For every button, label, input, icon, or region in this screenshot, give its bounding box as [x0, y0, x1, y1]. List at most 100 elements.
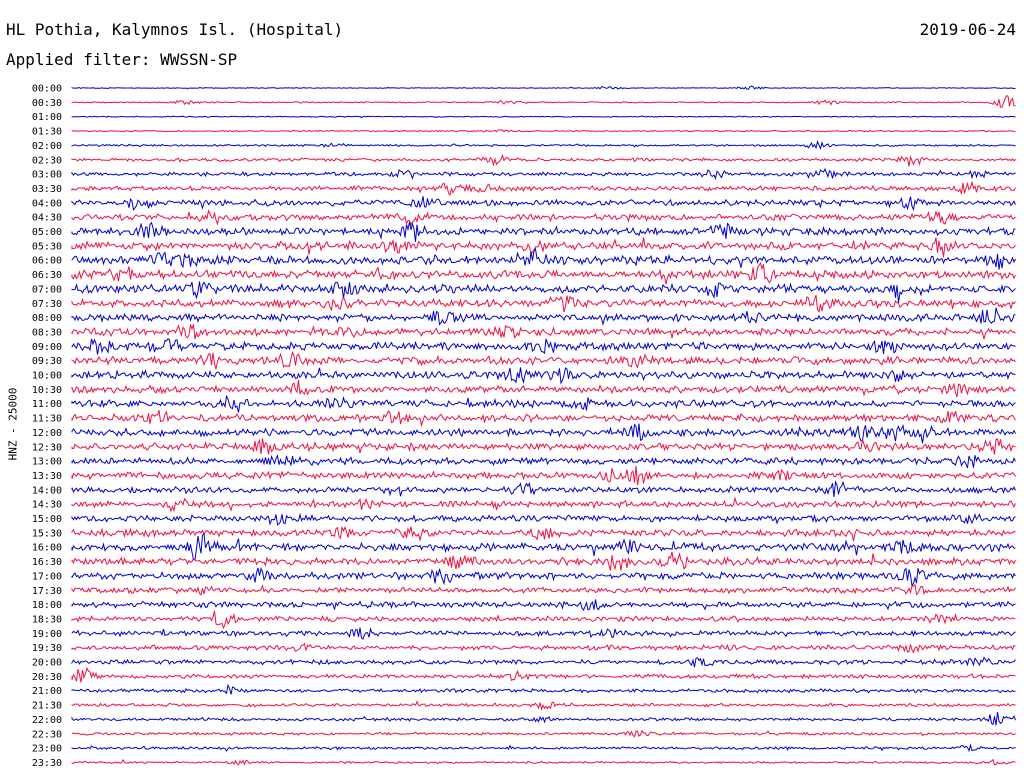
- time-tick-0800: 08:00: [32, 313, 62, 324]
- trace-2200: [71, 711, 1016, 726]
- time-tick-0700: 07:00: [32, 284, 62, 295]
- time-tick-1630: 16:30: [32, 557, 62, 568]
- trace-0300: [71, 167, 1016, 181]
- time-tick-1130: 11:30: [32, 414, 62, 425]
- trace-1600: [71, 532, 1016, 561]
- trace-2100: [71, 683, 1016, 695]
- time-tick-2130: 21:30: [32, 701, 62, 712]
- time-tick-0400: 04:00: [32, 198, 62, 209]
- trace-0330: [71, 180, 1016, 196]
- trace-1000: [71, 367, 1016, 385]
- trace-1100: [71, 394, 1016, 413]
- time-tick-2100: 21:00: [32, 686, 62, 697]
- time-tick-2030: 20:30: [32, 672, 62, 683]
- trace-1930: [71, 642, 1016, 654]
- time-tick-1300: 13:00: [32, 457, 62, 468]
- time-tick-1600: 16:00: [32, 543, 62, 554]
- time-tick-1100: 11:00: [32, 399, 62, 410]
- time-tick-0300: 03:00: [32, 170, 62, 181]
- time-tick-0600: 06:00: [32, 256, 62, 267]
- trace-0100: [71, 115, 1016, 119]
- trace-0030: [71, 94, 1016, 108]
- time-tick-0830: 08:30: [32, 327, 62, 338]
- trace-0000: [71, 85, 1016, 90]
- trace-2030: [71, 666, 1016, 683]
- trace-1430: [71, 496, 1016, 513]
- time-tick-1700: 17:00: [32, 571, 62, 582]
- trace-0730: [71, 294, 1016, 313]
- time-tick-0000: 00:00: [32, 84, 62, 95]
- trace-0400: [71, 196, 1016, 212]
- trace-1900: [71, 627, 1016, 640]
- time-tick-0930: 09:30: [32, 356, 62, 367]
- time-tick-0630: 06:30: [32, 270, 62, 281]
- time-tick-1330: 13:30: [32, 471, 62, 482]
- trace-0900: [71, 338, 1016, 355]
- time-tick-0500: 05:00: [32, 227, 62, 238]
- trace-1730: [71, 583, 1016, 596]
- time-tick-1800: 18:00: [32, 600, 62, 611]
- time-tick-2200: 22:00: [32, 715, 62, 726]
- filter-label: Applied filter: WWSSN-SP: [6, 50, 238, 69]
- time-tick-0200: 02:00: [32, 141, 62, 152]
- time-tick-labels: 00:00 00:30 01:00 01:30 02:00 02:30 03:00 03:30…: [32, 84, 62, 769]
- station-title: HL Pothia, Kalymnos Isl. (Hospital): [6, 20, 344, 39]
- time-tick-1900: 19:00: [32, 629, 62, 640]
- trace-1530: [71, 525, 1016, 542]
- time-tick-1830: 18:30: [32, 614, 62, 625]
- time-tick-2330: 23:30: [32, 758, 62, 769]
- time-tick-2230: 22:30: [32, 729, 62, 740]
- trace-1300: [71, 454, 1016, 469]
- trace-0830: [71, 324, 1016, 340]
- trace-1700: [71, 567, 1016, 588]
- time-tick-2000: 20:00: [32, 658, 62, 669]
- trace-1130: [71, 410, 1016, 428]
- time-tick-1930: 19:30: [32, 643, 62, 654]
- time-tick-2300: 23:00: [32, 744, 62, 755]
- time-tick-0230: 02:30: [32, 155, 62, 166]
- trace-1200: [71, 423, 1016, 444]
- date-label: 2019-06-24: [919, 20, 1016, 39]
- time-tick-0730: 07:30: [32, 299, 62, 310]
- trace-1800: [71, 599, 1016, 611]
- trace-1400: [71, 480, 1016, 497]
- time-tick-0430: 04:30: [32, 213, 62, 224]
- trace-1630: [71, 551, 1016, 571]
- trace-2000: [71, 656, 1016, 668]
- trace-0700: [71, 281, 1016, 304]
- time-tick-1200: 12:00: [32, 428, 62, 439]
- time-tick-0100: 01:00: [32, 112, 62, 123]
- trace-0500: [71, 221, 1016, 242]
- time-tick-1400: 14:00: [32, 485, 62, 496]
- trace-2130: [71, 700, 1016, 711]
- time-tick-1430: 14:30: [32, 500, 62, 511]
- trace-0530: [71, 237, 1016, 258]
- trace-1030: [71, 379, 1016, 398]
- time-tick-0900: 09:00: [32, 342, 62, 353]
- time-tick-1500: 15:00: [32, 514, 62, 525]
- trace-1830: [71, 610, 1016, 630]
- trace-2300: [71, 743, 1016, 753]
- trace-0200: [71, 139, 1016, 150]
- trace-1330: [71, 465, 1016, 486]
- time-tick-1730: 17:30: [32, 586, 62, 597]
- trace-0800: [71, 307, 1016, 327]
- time-tick-0030: 00:30: [32, 98, 62, 109]
- trace-0430: [71, 209, 1016, 226]
- time-tick-1030: 10:30: [32, 385, 62, 396]
- trace-2230: [71, 729, 1016, 738]
- trace-0630: [71, 261, 1016, 285]
- trace-0930: [71, 350, 1016, 370]
- trace-1230: [71, 438, 1016, 455]
- trace-0230: [71, 153, 1016, 167]
- time-tick-1530: 15:30: [32, 528, 62, 539]
- trace-0130: [71, 129, 1016, 133]
- trace-1500: [71, 512, 1016, 526]
- trace-0600: [71, 247, 1016, 270]
- time-tick-0130: 01:30: [32, 127, 62, 138]
- time-tick-0530: 05:30: [32, 241, 62, 252]
- time-tick-1000: 10:00: [32, 371, 62, 382]
- trace-2330: [71, 758, 1016, 766]
- seismogram-traces: [71, 85, 1016, 766]
